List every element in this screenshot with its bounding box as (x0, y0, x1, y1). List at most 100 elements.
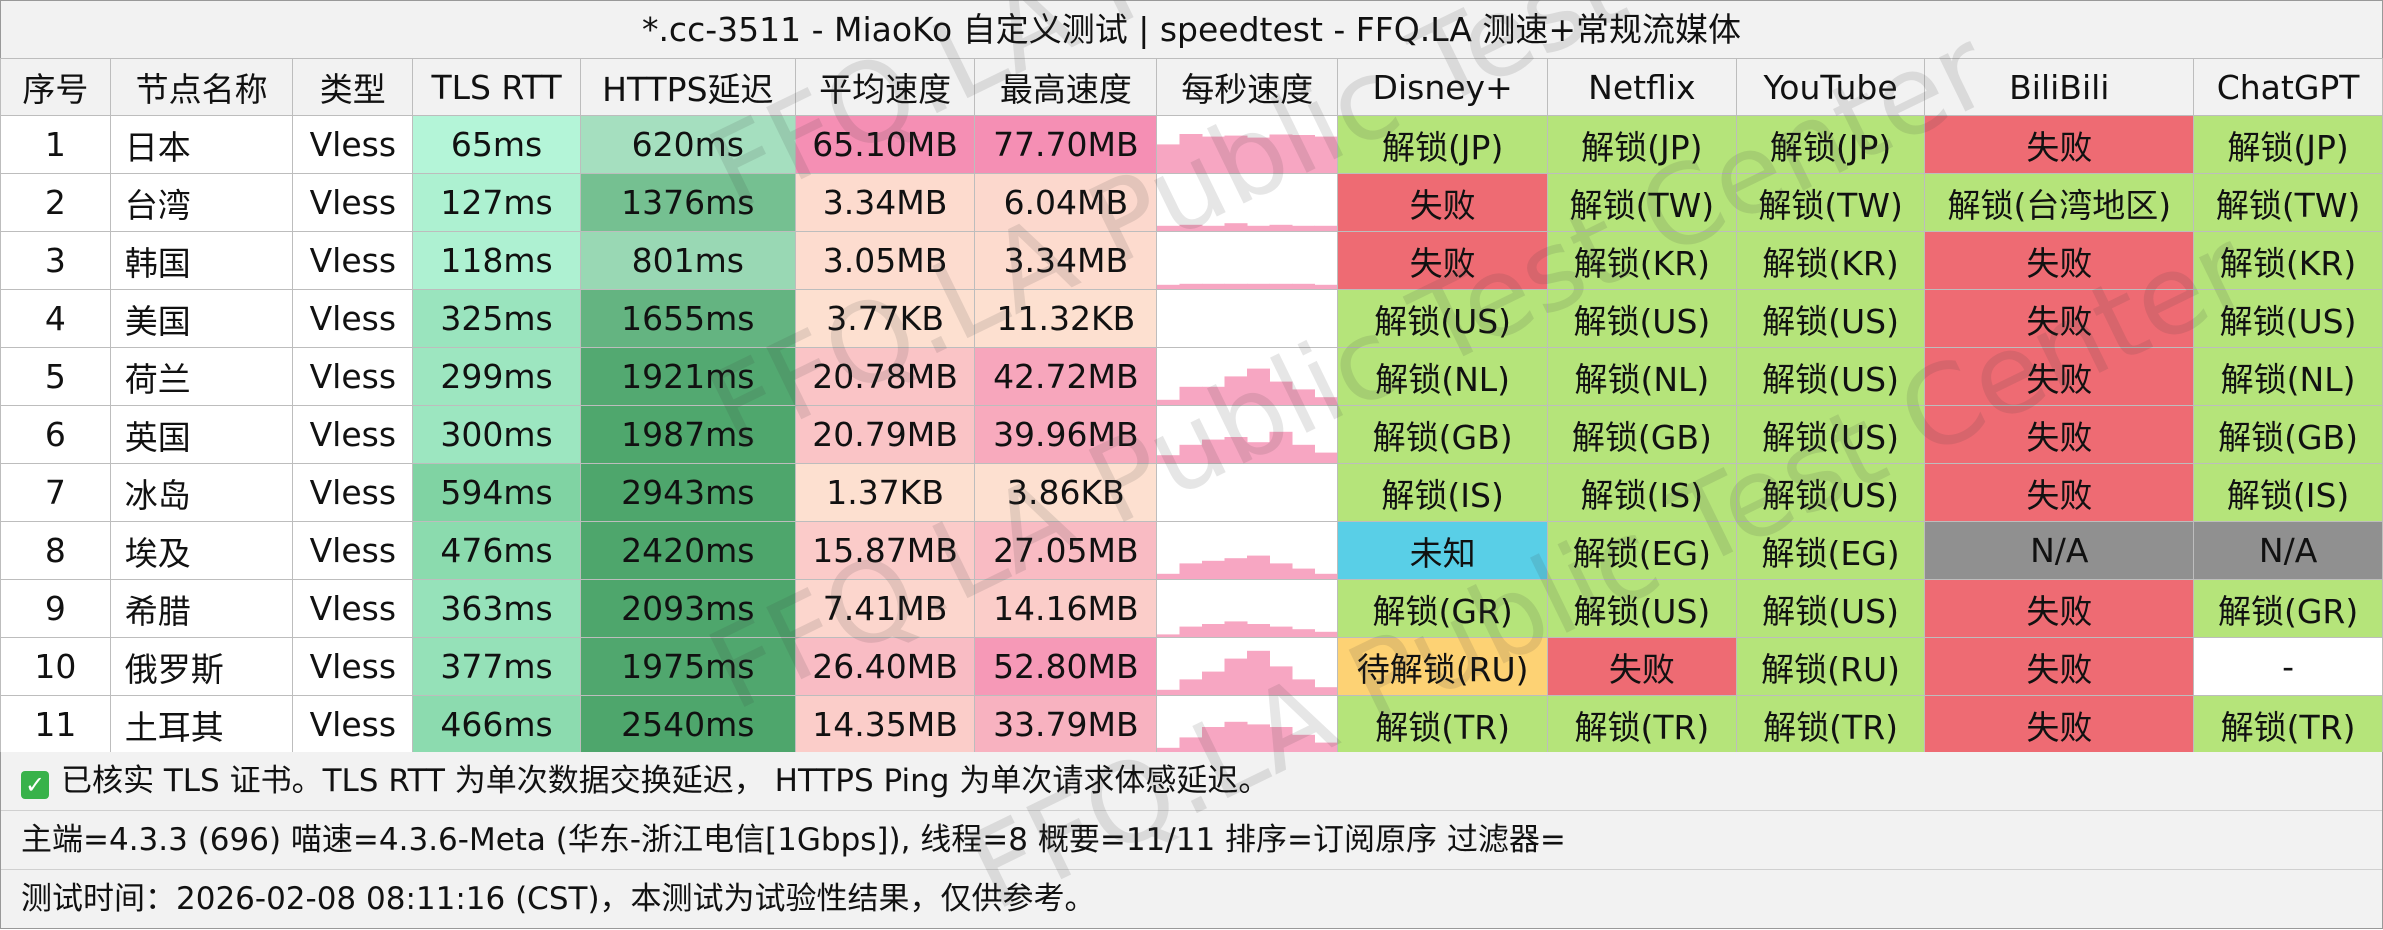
cell-bilibili: 失败 (1924, 347, 2195, 406)
header-col-per-second: 每秒速度 (1156, 58, 1339, 116)
cell-per-second-speed (1156, 637, 1339, 696)
cell-type: Vless (292, 463, 414, 522)
table-row: 2 台湾 Vless 127ms 1376ms 3.34MB 6.04MB 失败 解锁(TW) 解… (0, 173, 2383, 232)
cell-disney: 待解锁(RU) (1337, 637, 1549, 696)
cell-tls-rtt: 363ms (412, 579, 581, 638)
per-second-speed-sparkline (1157, 555, 1337, 579)
cell-node-name: 荷兰 (109, 347, 294, 406)
cell-chatgpt: 解锁(IS) (2193, 463, 2383, 522)
per-second-speed-sparkline (1157, 291, 1337, 347)
tls-note: ✓ 已核实 TLS 证书。TLS RTT 为单次数据交换延迟， HTTPS Pin… (1, 752, 2382, 810)
header-col-name: 节点名称 (109, 58, 294, 116)
test-time-line: 测试时间：2026-02-08 08:11:16 (CST)，本测试为试验性结果… (1, 869, 2382, 928)
sparkline-bar (1224, 658, 1248, 695)
cell-chatgpt: 解锁(KR) (2193, 231, 2383, 290)
cell-no: 8 (0, 521, 111, 580)
cell-avg-speed: 3.77KB (794, 289, 976, 348)
sparkline-bar (1292, 628, 1316, 637)
sparkline-bar (1224, 375, 1248, 405)
cell-max-speed: 27.05MB (974, 521, 1158, 580)
sparkline-bar (1269, 726, 1293, 753)
cell-avg-speed: 20.79MB (794, 405, 976, 464)
tls-note-text: 已核实 TLS 证书。TLS RTT 为单次数据交换延迟， HTTPS Ping… (61, 763, 1270, 799)
cell-max-speed: 3.86KB (974, 463, 1158, 522)
cell-netflix: 解锁(TR) (1547, 695, 1737, 754)
cell-disney: 失败 (1337, 173, 1549, 232)
sparkline-bar (1314, 452, 1337, 463)
sparkline-bar (1157, 747, 1181, 753)
cell-node-name: 日本 (109, 115, 294, 174)
cell-https-delay: 2093ms (579, 579, 796, 638)
cell-per-second-speed (1156, 347, 1339, 406)
cell-avg-speed: 14.35MB (794, 695, 976, 754)
cell-chatgpt: 解锁(NL) (2193, 347, 2383, 406)
cell-no: 7 (0, 463, 111, 522)
cell-tls-rtt: 594ms (412, 463, 581, 522)
sparkline-bar (1247, 225, 1271, 231)
cell-youtube: 解锁(KR) (1735, 231, 1926, 290)
cell-per-second-speed (1156, 289, 1339, 348)
cell-disney: 解锁(NL) (1337, 347, 1549, 406)
footer-notes: ✓ 已核实 TLS 证书。TLS RTT 为单次数据交换延迟， HTTPS Pin… (0, 752, 2383, 929)
cell-tls-rtt: 127ms (412, 173, 581, 232)
cell-bilibili: 失败 (1924, 637, 2195, 696)
sparkline-bar (1224, 283, 1248, 289)
table-row: 11 土耳其 Vless 466ms 2540ms 14.35MB 33.79MB 解锁(TR… (0, 695, 2383, 754)
cell-max-speed: 52.80MB (974, 637, 1158, 696)
sparkline-bar (1179, 562, 1203, 579)
cell-per-second-speed (1156, 231, 1339, 290)
cell-avg-speed: 7.41MB (794, 579, 976, 638)
sparkline-bar (1292, 283, 1316, 289)
cell-tls-rtt: 466ms (412, 695, 581, 754)
sparkline-bar (1202, 439, 1226, 463)
cell-bilibili: 失败 (1924, 695, 2195, 754)
cell-chatgpt: 解锁(GB) (2193, 405, 2383, 464)
cell-max-speed: 11.32KB (974, 289, 1158, 348)
cell-no: 11 (0, 695, 111, 754)
cell-node-name: 希腊 (109, 579, 294, 638)
sparkline-bar (1224, 135, 1248, 173)
cell-avg-speed: 65.10MB (794, 115, 976, 174)
cell-https-delay: 1376ms (579, 173, 796, 232)
header-col-avg-speed: 平均速度 (794, 58, 976, 116)
sparkline-bar (1247, 137, 1271, 173)
cell-node-name: 英国 (109, 405, 294, 464)
cell-bilibili: N/A (1924, 521, 2195, 580)
cell-bilibili: 解锁(台湾地区) (1924, 173, 2195, 232)
cell-per-second-speed (1156, 579, 1339, 638)
sparkline-bar (1247, 623, 1271, 637)
cell-chatgpt: 解锁(TR) (2193, 695, 2383, 754)
cell-https-delay: 1655ms (579, 289, 796, 348)
cell-netflix: 解锁(JP) (1547, 115, 1737, 174)
cell-no: 5 (0, 347, 111, 406)
per-second-speed-sparkline (1157, 368, 1337, 405)
sparkline-bar (1314, 631, 1337, 637)
cell-netflix: 解锁(EG) (1547, 521, 1737, 580)
cell-disney: 解锁(TR) (1337, 695, 1549, 754)
cell-max-speed: 42.72MB (974, 347, 1158, 406)
sparkline-bar (1157, 225, 1181, 231)
cell-per-second-speed (1156, 115, 1339, 174)
header-col-no: 序号 (0, 58, 111, 116)
cell-youtube: 解锁(US) (1735, 347, 1926, 406)
cell-type: Vless (292, 405, 414, 464)
sparkline-bar (1157, 633, 1181, 637)
cell-max-speed: 14.16MB (974, 579, 1158, 638)
header-col-youtube: YouTube (1735, 58, 1926, 116)
config-line: 主端=4.3.3 (696) 喵速=4.3.6-Meta (华东-浙江电信[1G… (1, 810, 2382, 869)
header-col-bilibili: BiliBili (1924, 58, 2195, 116)
sparkline-bar (1179, 283, 1203, 289)
cell-chatgpt: 解锁(GR) (2193, 579, 2383, 638)
cell-disney: 解锁(IS) (1337, 463, 1549, 522)
cell-https-delay: 620ms (579, 115, 796, 174)
cell-node-name: 埃及 (109, 521, 294, 580)
cell-per-second-speed (1156, 521, 1339, 580)
cell-youtube: 解锁(RU) (1735, 637, 1926, 696)
table-row: 9 希腊 Vless 363ms 2093ms 7.41MB 14.16MB 解锁(GR) 解锁… (0, 579, 2383, 638)
sparkline-bar (1292, 734, 1316, 753)
cell-tls-rtt: 65ms (412, 115, 581, 174)
cell-type: Vless (292, 347, 414, 406)
sparkline-bar (1202, 671, 1226, 695)
sparkline-bar (1292, 225, 1316, 231)
cell-youtube: 解锁(US) (1735, 405, 1926, 464)
